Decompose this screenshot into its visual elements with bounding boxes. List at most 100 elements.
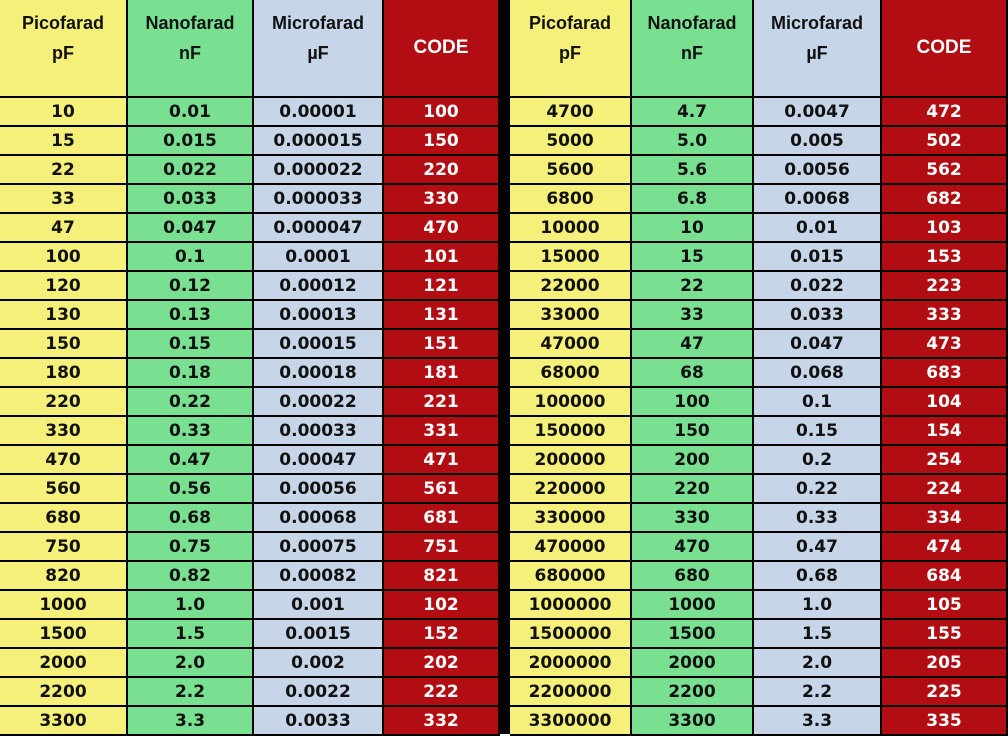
table-row: 150000 150 0.15 154 (510, 417, 1008, 446)
table-row: 2200 2.2 0.0022 222 (0, 678, 500, 707)
table-row: 3300000 3300 3.3 335 (510, 707, 1008, 736)
microfarad-cell: 0.000033 (254, 185, 384, 214)
picofarad-cell: 22 (0, 156, 128, 185)
nanofarad-cell: 3.3 (128, 707, 254, 736)
nanofarad-cell: 68 (632, 359, 754, 388)
table-row: 2000 2.0 0.002 202 (0, 649, 500, 678)
code-cell: 181 (384, 359, 500, 388)
header-microfarad-title: Microfarad (770, 13, 864, 33)
code-cell: 101 (384, 243, 500, 272)
code-cell: 335 (882, 707, 1008, 736)
microfarad-cell: 3.3 (754, 707, 882, 736)
header-nanofarad-unit: nF (681, 43, 703, 63)
code-cell: 202 (384, 649, 500, 678)
nanofarad-cell: 0.1 (128, 243, 254, 272)
picofarad-cell: 100 (0, 243, 128, 272)
nanofarad-cell: 330 (632, 504, 754, 533)
code-cell: 225 (882, 678, 1008, 707)
table-row: 10000 10 0.01 103 (510, 214, 1008, 243)
picofarad-cell: 2200000 (510, 678, 632, 707)
microfarad-cell: 0.15 (754, 417, 882, 446)
code-cell: 683 (882, 359, 1008, 388)
code-cell: 224 (882, 475, 1008, 504)
code-cell: 681 (384, 504, 500, 533)
picofarad-cell: 560 (0, 475, 128, 504)
table-row: 1500 1.5 0.0015 152 (0, 620, 500, 649)
table-row: 220000 220 0.22 224 (510, 475, 1008, 504)
nanofarad-cell: 5.0 (632, 127, 754, 156)
nanofarad-cell: 0.22 (128, 388, 254, 417)
picofarad-cell: 1000 (0, 591, 128, 620)
picofarad-cell: 2200 (0, 678, 128, 707)
nanofarad-cell: 2.0 (128, 649, 254, 678)
microfarad-cell: 0.033 (754, 301, 882, 330)
nanofarad-cell: 220 (632, 475, 754, 504)
picofarad-cell: 4700 (510, 98, 632, 127)
microfarad-cell: 0.000047 (254, 214, 384, 243)
picofarad-cell: 1500 (0, 620, 128, 649)
picofarad-cell: 470000 (510, 533, 632, 562)
microfarad-cell: 0.000022 (254, 156, 384, 185)
nanofarad-cell: 0.68 (128, 504, 254, 533)
right-table-body: Picofarad pF Nanofarad nF Microfarad µF … (510, 0, 1008, 736)
nanofarad-cell: 2.2 (128, 678, 254, 707)
header-nanofarad-title: Nanofarad (145, 13, 235, 33)
code-cell: 100 (384, 98, 500, 127)
nanofarad-cell: 22 (632, 272, 754, 301)
microfarad-cell: 0.1 (754, 388, 882, 417)
header-picofarad-title: Picofarad (21, 13, 105, 33)
code-cell: 153 (882, 243, 1008, 272)
nanofarad-cell: 33 (632, 301, 754, 330)
code-cell: 152 (384, 620, 500, 649)
microfarad-cell: 0.0068 (754, 185, 882, 214)
code-cell: 561 (384, 475, 500, 504)
header-nanofarad: Nanofarad nF (632, 0, 754, 98)
microfarad-cell: 1.0 (754, 591, 882, 620)
microfarad-cell: 0.00047 (254, 446, 384, 475)
microfarad-cell: 0.0001 (254, 243, 384, 272)
code-cell: 502 (882, 127, 1008, 156)
table-row: 4700 4.7 0.0047 472 (510, 98, 1008, 127)
table-row: 3300 3.3 0.0033 332 (0, 707, 500, 736)
nanofarad-cell: 150 (632, 417, 754, 446)
code-cell: 474 (882, 533, 1008, 562)
table-row: 33 0.033 0.000033 330 (0, 185, 500, 214)
table-row: 1000000 1000 1.0 105 (510, 591, 1008, 620)
code-cell: 470 (384, 214, 500, 243)
code-cell: 821 (384, 562, 500, 591)
table-row: 330000 330 0.33 334 (510, 504, 1008, 533)
left-table-body: Picofarad pF Nanofarad nF Microfarad µF … (0, 0, 500, 736)
picofarad-cell: 6800 (510, 185, 632, 214)
table-row: 33000 33 0.033 333 (510, 301, 1008, 330)
microfarad-cell: 0.2 (754, 446, 882, 475)
picofarad-cell: 33000 (510, 301, 632, 330)
picofarad-cell: 15000 (510, 243, 632, 272)
microfarad-cell: 0.00015 (254, 330, 384, 359)
left-table: Picofarad pF Nanofarad nF Microfarad µF … (0, 0, 500, 736)
picofarad-cell: 130 (0, 301, 128, 330)
code-cell: 682 (882, 185, 1008, 214)
microfarad-cell: 0.0015 (254, 620, 384, 649)
nanofarad-cell: 4.7 (632, 98, 754, 127)
microfarad-cell: 0.00056 (254, 475, 384, 504)
microfarad-cell: 0.0022 (254, 678, 384, 707)
table-row: 220 0.22 0.00022 221 (0, 388, 500, 417)
code-cell: 154 (882, 417, 1008, 446)
table-row: 2200000 2200 2.2 225 (510, 678, 1008, 707)
code-cell: 684 (882, 562, 1008, 591)
microfarad-cell: 0.0047 (754, 98, 882, 127)
microfarad-cell: 0.000015 (254, 127, 384, 156)
picofarad-cell: 3300000 (510, 707, 632, 736)
header-code: CODE (384, 0, 500, 98)
microfarad-cell: 0.0056 (754, 156, 882, 185)
table-row: 47000 47 0.047 473 (510, 330, 1008, 359)
picofarad-cell: 3300 (0, 707, 128, 736)
picofarad-cell: 68000 (510, 359, 632, 388)
picofarad-cell: 680 (0, 504, 128, 533)
picofarad-cell: 150 (0, 330, 128, 359)
nanofarad-cell: 0.56 (128, 475, 254, 504)
microfarad-cell: 2.0 (754, 649, 882, 678)
table-row: 1000 1.0 0.001 102 (0, 591, 500, 620)
table-row: 68000 68 0.068 683 (510, 359, 1008, 388)
microfarad-cell: 0.001 (254, 591, 384, 620)
